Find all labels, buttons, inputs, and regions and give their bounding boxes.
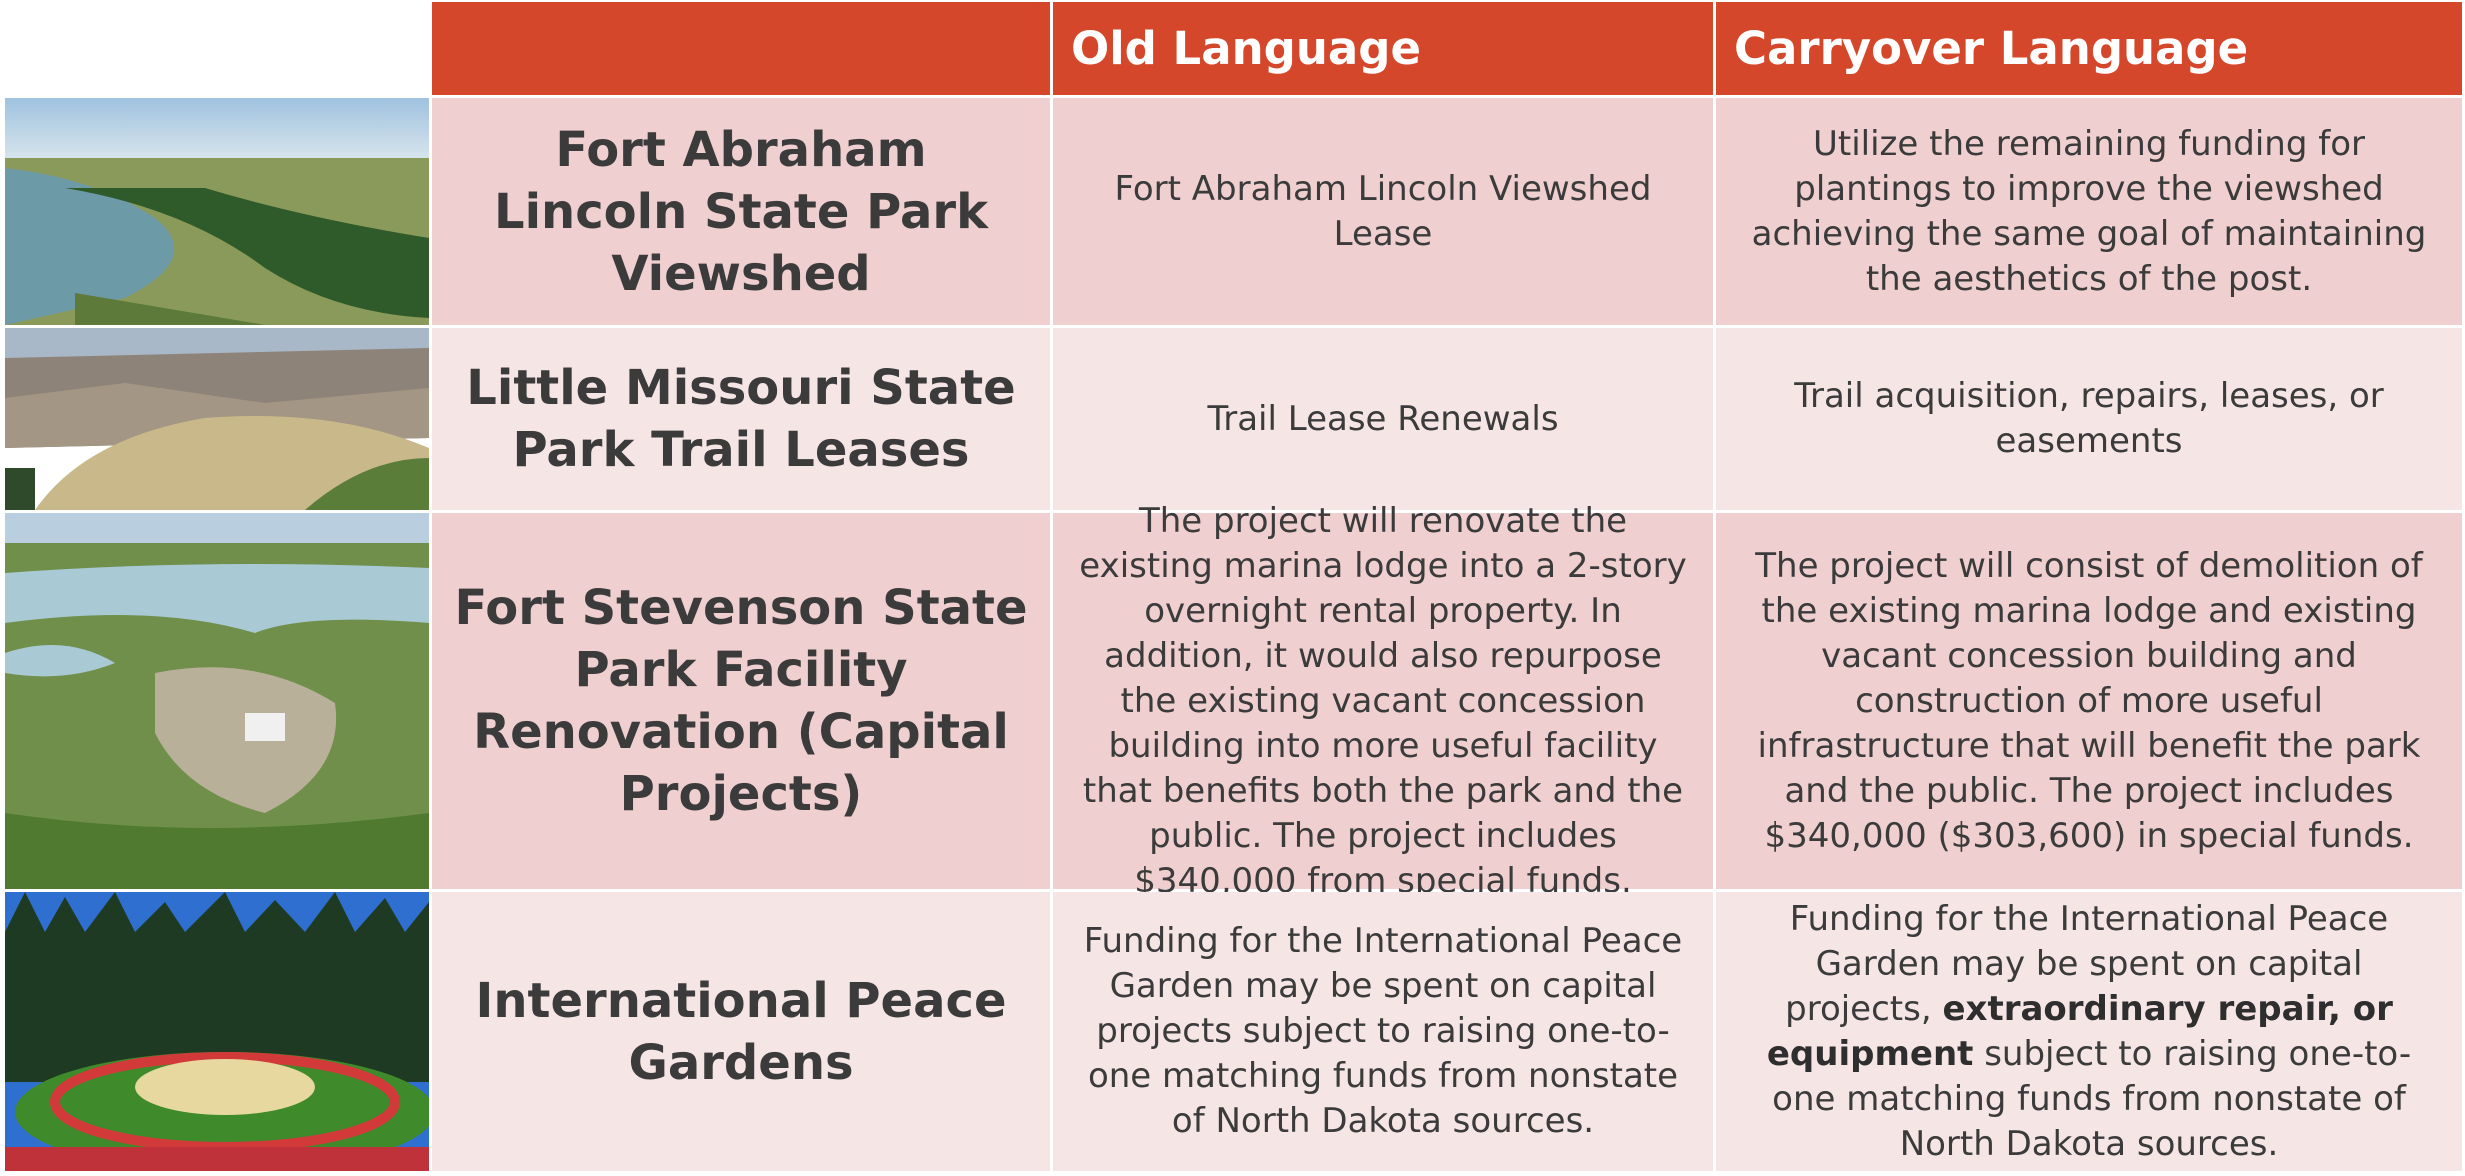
text-segment: subject to raising one-to-one matching f… [1772,1033,2412,1164]
text-segment: Funding for the International Peace Gard… [1785,898,2389,1029]
corner [5,2,429,95]
river-photo [5,98,429,325]
text-segment: Utilize the remaining funding for planti… [1751,123,2427,299]
row-title: Fort Abraham Lincoln State Park Viewshed [432,98,1050,325]
carryover-language: The project will consist of demolition o… [1716,513,2462,889]
photo [5,328,429,510]
badlands-photo [5,328,429,510]
text-block: Trail acquisition, repairs, leases, or e… [1738,374,2440,464]
old-language: Trail Lease Renewals [1053,328,1713,510]
header-spacer [432,2,1050,95]
carryover-language: Trail acquisition, repairs, leases, or e… [1716,328,2462,510]
emphasis-text: extraordinary repair, or equipment [1766,988,2393,1074]
old-language: The project will renovate the existing m… [1053,501,1713,901]
text-block: The project will consist of demolition o… [1738,544,2440,859]
old-language: Fort Abraham Lincoln Viewshed Lease [1053,98,1713,325]
header-cell: Carryover Language [1716,2,2462,95]
photo [5,513,429,889]
carryover-language: Utilize the remaining funding for planti… [1716,98,2462,325]
row-title: International Peace Gardens [432,892,1050,1171]
header-cell: Old Language [1053,2,1713,95]
old-language: Funding for the International Peace Gard… [1053,892,1713,1171]
photo [5,892,429,1171]
row-title: Fort Stevenson State Park Facility Renov… [432,513,1050,889]
row-title: Little Missouri State Park Trail Leases [432,328,1050,510]
garden-photo [5,892,429,1171]
carryover-language: Funding for the International Peace Gard… [1716,892,2462,1171]
text-block: Funding for the International Peace Gard… [1738,897,2440,1167]
comparison-table: Old Language Carryover Language Fort Abr… [5,2,2462,1171]
marina-photo [5,513,429,889]
text-segment: The project will consist of demolition o… [1755,545,2423,856]
text-segment: Trail acquisition, repairs, leases, or e… [1794,376,2384,461]
photo [5,98,429,325]
text-block: Utilize the remaining funding for planti… [1738,122,2440,302]
